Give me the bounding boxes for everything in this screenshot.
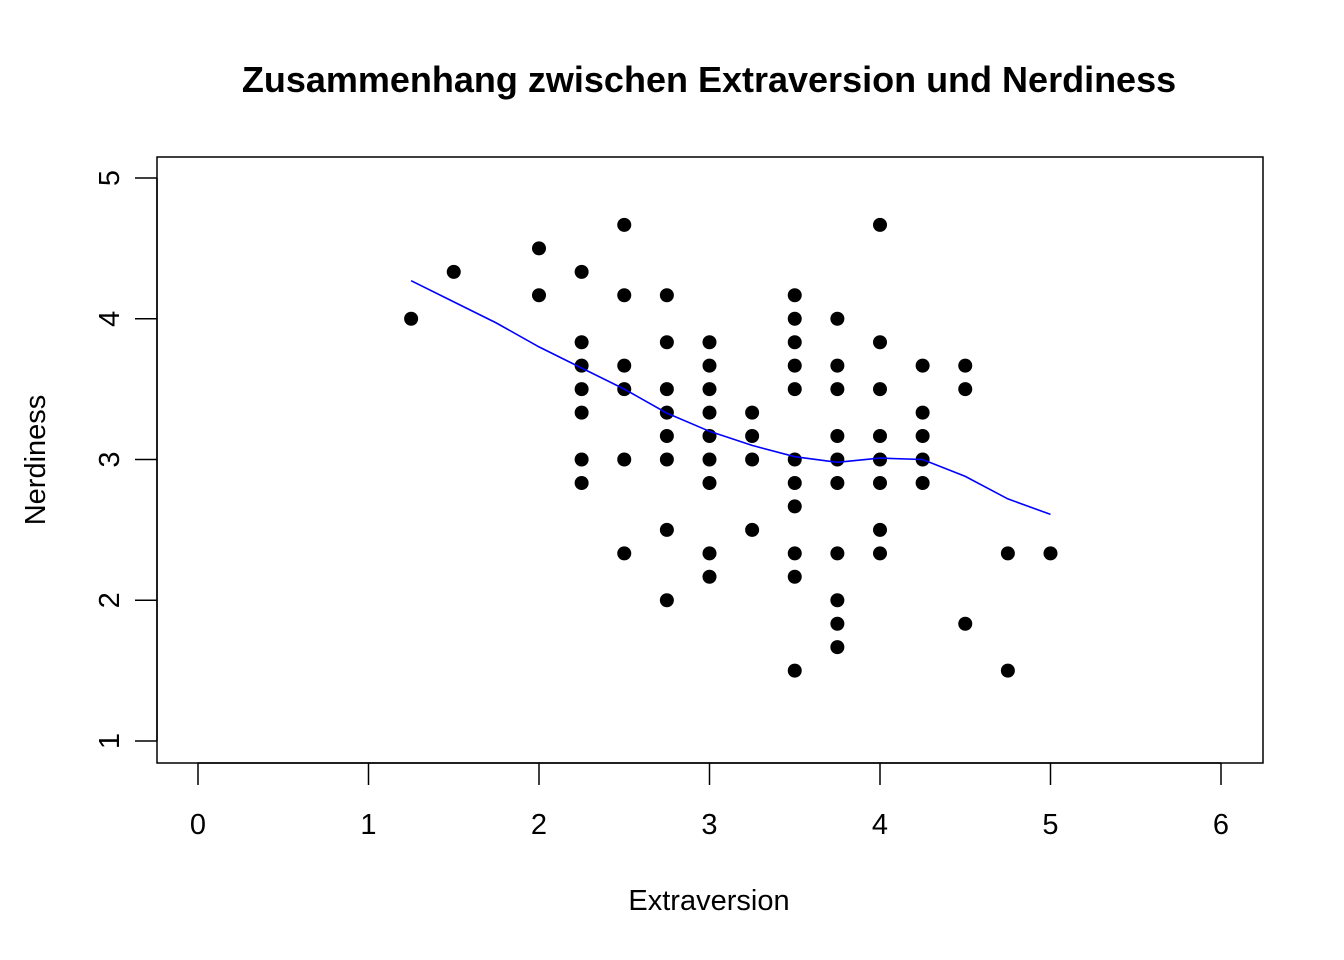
y-axis: 1 2 3 4 5 bbox=[94, 170, 158, 749]
smooth-line-layer bbox=[410, 279, 1051, 516]
data-point bbox=[532, 288, 546, 303]
data-point bbox=[745, 522, 760, 537]
data-point bbox=[659, 593, 674, 608]
data-point bbox=[659, 522, 674, 537]
data-point bbox=[702, 358, 717, 373]
x-tick-label: 5 bbox=[1042, 809, 1058, 841]
data-point bbox=[574, 405, 589, 420]
data-point bbox=[659, 452, 674, 467]
x-tick-label: 2 bbox=[531, 809, 547, 841]
data-point bbox=[873, 476, 887, 491]
y-tick-label: 2 bbox=[94, 592, 126, 608]
data-point bbox=[446, 264, 461, 279]
data-point bbox=[787, 499, 802, 514]
data-point bbox=[617, 358, 632, 373]
data-point bbox=[873, 335, 887, 350]
data-point bbox=[958, 358, 973, 373]
data-point bbox=[574, 264, 589, 279]
data-point bbox=[532, 241, 546, 256]
data-point bbox=[617, 452, 632, 467]
data-point bbox=[830, 311, 845, 326]
data-point bbox=[702, 452, 717, 467]
data-point bbox=[574, 476, 589, 491]
data-point bbox=[830, 428, 845, 443]
data-point bbox=[873, 546, 887, 561]
data-point bbox=[1043, 546, 1058, 561]
x-tick-label: 3 bbox=[701, 809, 717, 841]
data-point bbox=[1000, 546, 1015, 561]
data-point bbox=[787, 476, 802, 491]
data-point bbox=[659, 382, 674, 397]
chart-title: Zusammenhang zwischen Extraversion und N… bbox=[242, 59, 1176, 100]
data-point bbox=[404, 311, 419, 326]
data-point bbox=[787, 288, 802, 303]
data-point bbox=[787, 382, 802, 397]
data-point bbox=[659, 428, 674, 443]
data-point bbox=[873, 452, 887, 467]
data-point bbox=[787, 311, 802, 326]
data-point bbox=[617, 288, 632, 303]
data-point bbox=[617, 217, 632, 232]
x-tick-label: 1 bbox=[360, 809, 376, 841]
data-point bbox=[702, 569, 717, 584]
data-point bbox=[830, 640, 845, 655]
data-point bbox=[830, 476, 845, 491]
data-point bbox=[1000, 663, 1015, 678]
y-tick-label: 4 bbox=[94, 311, 126, 327]
y-tick-label: 1 bbox=[94, 733, 126, 749]
x-tick-label: 6 bbox=[1213, 809, 1229, 841]
data-point bbox=[830, 546, 845, 561]
y-tick-label: 5 bbox=[94, 170, 126, 186]
data-point bbox=[745, 405, 760, 420]
x-tick-label: 4 bbox=[872, 809, 888, 841]
data-point bbox=[915, 358, 930, 373]
data-point bbox=[702, 335, 717, 350]
data-point bbox=[702, 382, 717, 397]
data-point bbox=[958, 382, 973, 397]
data-point bbox=[873, 217, 887, 232]
data-point bbox=[958, 616, 973, 631]
data-point bbox=[830, 382, 845, 397]
data-point bbox=[830, 452, 845, 467]
data-point bbox=[787, 569, 802, 584]
data-point bbox=[830, 616, 845, 631]
data-point bbox=[873, 522, 887, 537]
x-tick-label: 0 bbox=[190, 809, 206, 841]
data-point bbox=[787, 546, 802, 561]
x-axis: 0 1 2 3 4 5 6 bbox=[190, 762, 1229, 841]
data-points bbox=[404, 217, 1058, 678]
data-point bbox=[915, 405, 930, 420]
data-point bbox=[830, 593, 845, 608]
data-point bbox=[617, 546, 632, 561]
data-point bbox=[787, 663, 802, 678]
data-point bbox=[702, 405, 717, 420]
data-point bbox=[873, 428, 887, 443]
y-tick-label: 3 bbox=[94, 451, 126, 467]
data-point bbox=[574, 452, 589, 467]
data-point bbox=[830, 358, 845, 373]
data-point bbox=[787, 335, 802, 350]
data-point bbox=[574, 335, 589, 350]
data-point bbox=[873, 382, 887, 397]
y-axis-label: Nerdiness bbox=[20, 395, 52, 526]
data-point bbox=[915, 476, 930, 491]
data-point bbox=[915, 428, 930, 443]
x-axis-label: Extraversion bbox=[628, 885, 789, 917]
data-point bbox=[659, 335, 674, 350]
data-point bbox=[787, 358, 802, 373]
data-point bbox=[702, 476, 717, 491]
data-point bbox=[574, 382, 589, 397]
data-point bbox=[745, 428, 760, 443]
smooth-line bbox=[410, 279, 1051, 516]
data-point bbox=[745, 452, 760, 467]
data-point bbox=[659, 288, 674, 303]
data-point bbox=[702, 546, 717, 561]
